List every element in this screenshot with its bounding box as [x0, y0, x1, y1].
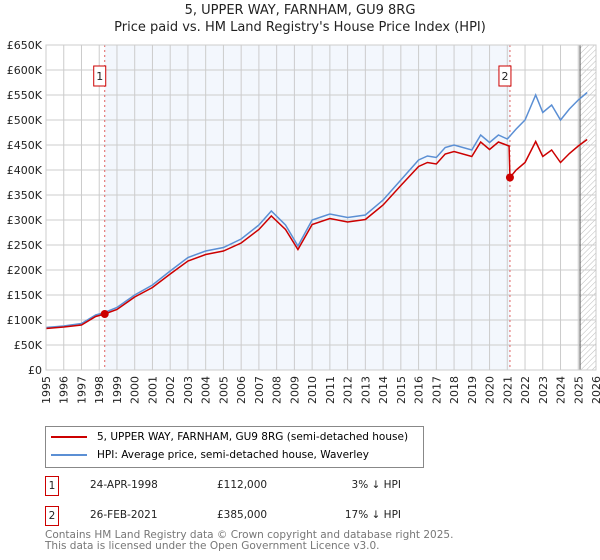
legend-item-property: 5, UPPER WAY, FARNHAM, GU9 8RG (semi-det…: [51, 431, 408, 443]
shaded-ownership-period: [104, 45, 510, 370]
x-tick-label: 2003: [182, 376, 195, 404]
x-tick-label: 1999: [111, 376, 124, 404]
transaction-row: 1 24-APR-1998 £112,000 3% ↓ HPI: [45, 476, 600, 496]
x-tick-label: 1998: [93, 376, 106, 404]
y-tick-label: £500K: [7, 114, 43, 127]
x-tick-label: 2019: [466, 376, 479, 404]
y-tick-label: £600K: [7, 64, 43, 77]
sale-point: [100, 310, 109, 318]
x-tick-label: 2005: [217, 376, 230, 404]
x-tick-label: 2009: [288, 376, 301, 404]
legend: 5, UPPER WAY, FARNHAM, GU9 8RG (semi-det…: [45, 426, 424, 468]
legend-swatch: [51, 454, 87, 456]
x-tick-label: 1996: [58, 376, 71, 404]
license-text: This data is licensed under the Open Gov…: [45, 540, 380, 552]
legend-swatch: [51, 436, 87, 438]
x-tick-label: 2017: [430, 376, 443, 404]
legend-item-hpi: HPI: Average price, semi-detached house,…: [51, 449, 369, 461]
x-tick-label: 2026: [590, 376, 600, 404]
x-tick-label: 2016: [413, 376, 426, 404]
transaction-row: 2 26-FEB-2021 £385,000 17% ↓ HPI: [45, 506, 600, 526]
marker-badge: 2: [45, 506, 59, 526]
transaction-hpi-diff: 17% ↓ HPI: [344, 509, 401, 521]
hpi-line: [45, 91, 588, 329]
x-tick-label: 1997: [75, 376, 88, 404]
x-tick-label: 2018: [448, 376, 461, 404]
y-tick-label: £50K: [14, 339, 43, 352]
y-tick-label: £300K: [7, 214, 43, 227]
y-tick-label: £350K: [7, 189, 43, 202]
x-tick-label: 2015: [395, 376, 408, 404]
y-tick-label: £650K: [7, 39, 43, 52]
x-tick-label: 2013: [359, 376, 372, 404]
transaction-price: £112,000: [217, 479, 268, 491]
legend-label: 5, UPPER WAY, FARNHAM, GU9 8RG (semi-det…: [97, 431, 409, 443]
property-price-line: [45, 138, 588, 330]
transaction-date: 24-APR-1998: [90, 479, 158, 491]
y-tick-label: £250K: [7, 239, 43, 252]
x-tick-label: 2001: [146, 376, 159, 404]
y-tick-label: £100K: [7, 314, 43, 327]
transaction-hpi-diff: 3% ↓ HPI: [351, 479, 401, 491]
x-tick-label: 2004: [200, 376, 213, 404]
x-tick-label: 2012: [342, 376, 355, 404]
forecast-hatch: [580, 45, 596, 370]
y-tick-label: £200K: [7, 264, 43, 277]
x-tick-label: 2025: [572, 376, 585, 404]
transaction-date: 26-FEB-2021: [90, 509, 158, 521]
y-tick-label: £0: [28, 364, 42, 377]
x-tick-label: 2002: [164, 376, 177, 404]
y-tick-label: £150K: [7, 289, 43, 302]
footer: Contains HM Land Registry data © Crown c…: [45, 530, 453, 552]
x-tick-label: 1995: [40, 376, 53, 404]
marker-badge: 1: [45, 476, 59, 496]
price-chart: £0 £50K £100K £150K £200K £250K £300K £350K £400…: [7, 39, 600, 404]
x-tick-label: 2022: [519, 376, 532, 404]
chart-subtitle: Price paid vs. HM Land Registry's House …: [114, 20, 486, 35]
sale-marker-badge: [93, 65, 107, 87]
x-tick-label: 2021: [501, 376, 514, 404]
x-tick-label: 2020: [484, 376, 497, 404]
plot-frame: [45, 44, 597, 371]
legend-label: HPI: Average price, semi-detached house,…: [97, 449, 369, 461]
y-tick-label: £550K: [7, 89, 43, 102]
x-tick-label: 2008: [271, 376, 284, 404]
copyright-text: Contains HM Land Registry data © Crown c…: [45, 529, 454, 541]
sale-marker-label: 2: [501, 70, 508, 83]
x-tick-label: 2024: [555, 376, 568, 404]
transaction-price: £385,000: [217, 509, 268, 521]
x-tick-label: 2006: [235, 376, 248, 404]
x-tick-label: 2010: [306, 376, 319, 404]
x-tick-label: 2014: [377, 376, 390, 404]
y-tick-label: £450K: [7, 139, 43, 152]
sale-marker-label: 1: [96, 70, 103, 83]
y-tick-label: £400K: [7, 164, 43, 177]
x-tick-label: 2011: [324, 376, 337, 404]
chart-title: 5, UPPER WAY, FARNHAM, GU9 8RG: [184, 3, 416, 18]
sale-marker-badge: [498, 65, 512, 87]
sale-point: [505, 173, 514, 182]
x-tick-label: 2007: [253, 376, 266, 404]
x-tick-label: 2023: [537, 376, 550, 404]
x-tick-label: 2000: [129, 376, 142, 404]
